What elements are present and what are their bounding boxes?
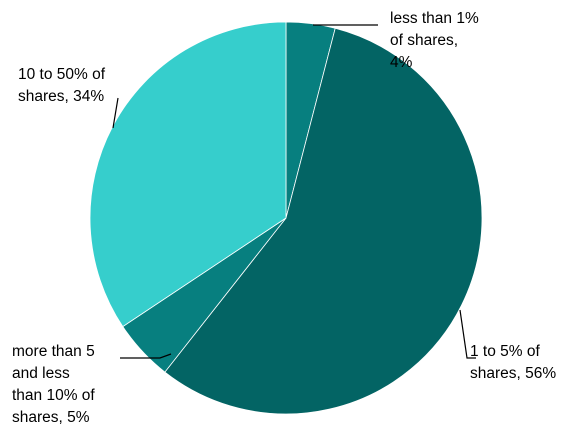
slice-label-line: less than 1% — [390, 10, 479, 27]
leader-line-2 — [459, 309, 476, 359]
slice-label-line: shares, 56% — [470, 365, 556, 382]
slice-label-line: 4% — [390, 54, 413, 71]
slice-label-line: shares, 34% — [18, 88, 104, 105]
pie-slice-2 — [164, 27, 483, 415]
slice-label-line: more than 5 — [12, 343, 95, 360]
slice-label-line: shares, 5% — [12, 409, 90, 426]
slice-label-line: 10 to 50% of — [18, 66, 106, 83]
slice-label-2: 1 to 5% of shares, 56% — [470, 343, 556, 382]
leader-line-4 — [112, 97, 119, 129]
slice-label-4: 10 to 50% of shares, 34% — [18, 66, 106, 105]
slice-label-3: more than 5 and less than 10% of shares, 5% — [12, 343, 95, 426]
slice-label-line: of shares, — [390, 32, 458, 49]
slice-label-line: than 10% of — [12, 387, 95, 404]
slice-label-line: and less — [12, 365, 70, 382]
leader-line-3 — [120, 353, 172, 359]
slice-label-line: 1 to 5% of — [470, 343, 540, 360]
slice-label-1: less than 1% of shares, 4% — [390, 10, 479, 71]
